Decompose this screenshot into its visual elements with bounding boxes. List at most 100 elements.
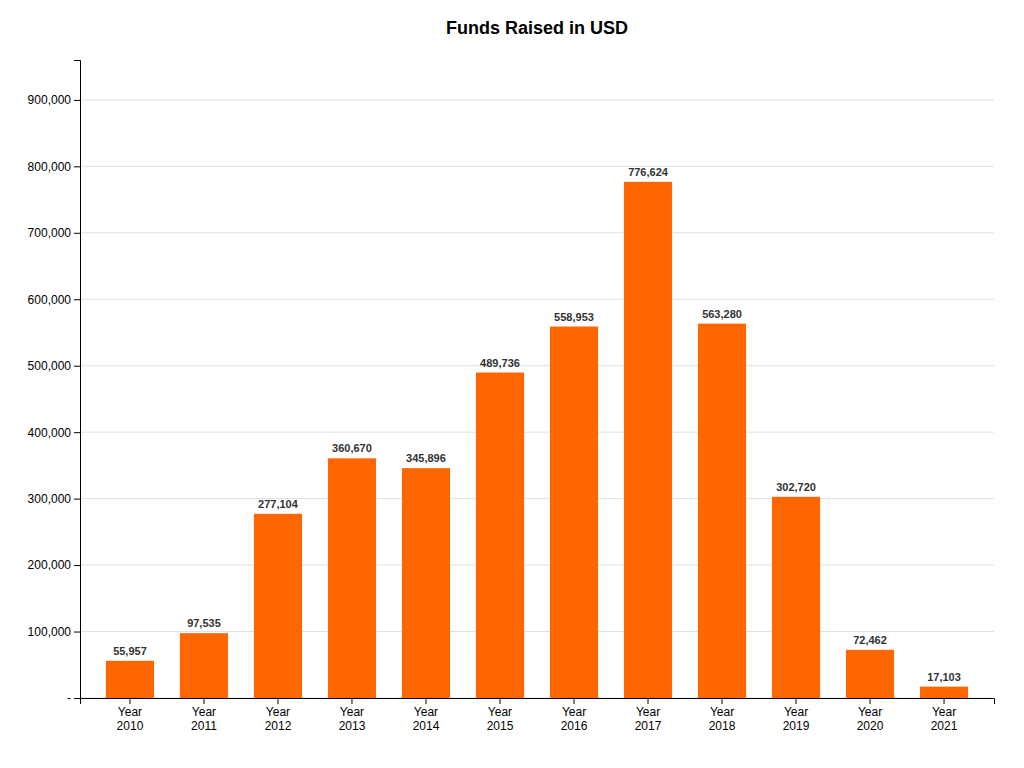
data-label: 17,103 <box>927 671 961 683</box>
x-tick-mark <box>944 698 945 704</box>
x-tick-mark <box>499 698 500 704</box>
x-tick-mark <box>796 698 797 704</box>
x-tick-label: Year2013 <box>339 705 366 733</box>
y-tick-label: 300,000 <box>28 492 72 506</box>
x-tick-label-line: Year <box>414 705 438 719</box>
x-tick-mark <box>648 698 649 704</box>
y-tick: 900,000 <box>28 93 80 107</box>
x-tick-mark <box>574 698 575 704</box>
bar <box>920 687 968 698</box>
data-label: 360,670 <box>332 442 372 454</box>
x-tick-label: Year2011 <box>191 705 217 733</box>
y-tick: - <box>67 691 80 705</box>
x-tick-label-line: 2013 <box>339 719 366 733</box>
data-label: 97,535 <box>187 617 221 629</box>
x-tick-label-line: Year <box>858 705 882 719</box>
bar <box>476 373 524 698</box>
x-tick-label-line: 2018 <box>709 719 736 733</box>
data-label: 55,957 <box>113 645 147 657</box>
bar <box>772 497 820 698</box>
x-tick-label-line: 2016 <box>561 719 588 733</box>
x-tick-label-line: Year <box>562 705 586 719</box>
y-tick-label: 200,000 <box>28 558 72 572</box>
x-tick-label-line: Year <box>192 705 216 719</box>
title: Funds Raised in USD <box>446 18 628 38</box>
grid-line <box>80 432 994 433</box>
y-axis-line <box>74 61 81 699</box>
x-tick: Year2014 <box>413 698 440 733</box>
bar <box>698 324 746 698</box>
x-tick-label-line: 2014 <box>413 719 440 733</box>
grid-line <box>80 498 994 499</box>
x-tick-mark <box>351 698 352 704</box>
grid-line <box>80 99 994 100</box>
x-tick: Year2013 <box>339 698 366 733</box>
x-tick-label: Year2012 <box>265 705 292 733</box>
data-label: 563,280 <box>702 308 742 320</box>
data-label: 489,736 <box>480 357 520 369</box>
y-tick-mark <box>74 299 80 300</box>
bars <box>106 182 968 698</box>
y-tick: 400,000 <box>28 426 80 440</box>
grid <box>80 100 994 698</box>
y-tick: 500,000 <box>28 359 80 373</box>
chart: - 100,000 200,000 300,000 400,000 500,000 600,… <box>0 0 1024 768</box>
bar <box>402 468 450 698</box>
y-tick-label: 600,000 <box>28 293 72 307</box>
x-tick-label-line: Year <box>118 705 142 719</box>
x-tick: Year2010 <box>117 698 144 733</box>
x-tick-label-line: Year <box>266 705 290 719</box>
x-tick-label-line: Year <box>340 705 364 719</box>
grid-line <box>80 365 994 366</box>
x-tick-mark <box>870 698 871 704</box>
y-tick-mark <box>74 432 80 433</box>
x-tick-label: Year2021 <box>931 705 958 733</box>
y-tick: 700,000 <box>28 226 80 240</box>
x-tick-label-line: 2012 <box>265 719 292 733</box>
y-tick-label: - <box>67 691 71 705</box>
bar <box>180 633 228 698</box>
x-tick-label-line: 2019 <box>783 719 810 733</box>
bar <box>328 458 376 698</box>
x-tick: Year2015 <box>487 698 514 733</box>
bar <box>254 514 302 698</box>
data-label: 302,720 <box>776 481 816 493</box>
y-tick: 600,000 <box>28 293 80 307</box>
x-tick: Year2020 <box>857 698 884 733</box>
y-tick-label: 700,000 <box>28 226 72 240</box>
y-tick-mark <box>74 698 80 699</box>
bar <box>624 182 672 698</box>
data-label: 345,896 <box>406 452 446 464</box>
x-tick: Year2016 <box>561 698 588 733</box>
bar <box>846 650 894 698</box>
y-tick: 300,000 <box>28 492 80 506</box>
y-axis: - 100,000 200,000 300,000 400,000 500,000 600,… <box>28 61 81 706</box>
x-tick-mark <box>277 698 278 704</box>
y-tick-mark <box>74 565 80 566</box>
x-tick-label-line: 2011 <box>191 719 217 733</box>
y-tick: 800,000 <box>28 160 80 174</box>
x-tick-mark <box>722 698 723 704</box>
x-tick-label: Year2016 <box>561 705 588 733</box>
x-tick-label-line: 2017 <box>635 719 662 733</box>
bar <box>106 661 154 698</box>
y-tick-label: 800,000 <box>28 160 72 174</box>
x-axis: Year2010Year2011Year2012Year2013Year2014… <box>81 698 995 733</box>
x-tick-label: Year2019 <box>783 705 810 733</box>
y-tick-label: 100,000 <box>28 625 72 639</box>
x-tick: Year2017 <box>635 698 662 733</box>
x-tick: Year2021 <box>931 698 958 733</box>
x-tick-label: Year2020 <box>857 705 884 733</box>
x-tick: Year2012 <box>265 698 292 733</box>
x-tick-label-line: Year <box>784 705 808 719</box>
x-tick-label-line: Year <box>636 705 660 719</box>
x-tick-label-line: 2015 <box>487 719 514 733</box>
y-tick: 100,000 <box>28 625 80 639</box>
x-tick: Year2011 <box>191 698 217 733</box>
x-tick-label: Year2015 <box>487 705 514 733</box>
x-tick-label-line: Year <box>488 705 512 719</box>
x-tick: Year2019 <box>783 698 810 733</box>
y-tick-mark <box>74 499 80 500</box>
x-tick: Year2018 <box>709 698 736 733</box>
y-tick-mark <box>74 100 80 101</box>
